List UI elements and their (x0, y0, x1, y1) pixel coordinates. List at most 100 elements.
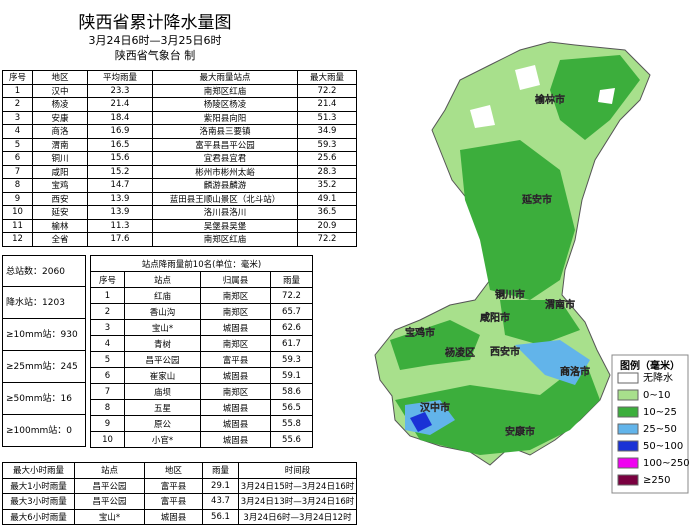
cell: 最大3小时雨量 (2, 493, 75, 510)
cell: 56.1 (202, 508, 239, 525)
cell: 3月24日13时—3月24日16时 (238, 493, 357, 510)
row: 10 延安 13.9 洛川县洛川 36.5 (2, 205, 357, 220)
cell: 昌平公园 (74, 493, 145, 510)
stat: 总站数：2060 (2, 255, 86, 287)
cell: 蓝田县王顺山景区（北斗站） (152, 191, 298, 206)
stat-value: 245 (60, 362, 78, 372)
legend-label: 无降水 (643, 371, 673, 384)
cell: 城固县 (200, 367, 271, 384)
legend-swatch (617, 389, 639, 401)
stat-label: ≥10mm站： (6, 330, 61, 340)
table-title: 站点降雨量前10名(单位：毫米) (89, 255, 314, 272)
cell: 11.3 (87, 218, 153, 233)
header-row: 序号 地区 平均雨量 最大雨量站点 最大雨量 (2, 70, 357, 85)
legend-swatch (617, 406, 639, 418)
header-row: 序号 站点 归属县 雨量 (90, 271, 314, 288)
cell: 最大6小时雨量 (2, 508, 75, 525)
cell: 麟游县麟游 (152, 178, 298, 193)
cell: 商洛 (32, 124, 88, 139)
stat: ≥25mm站：245 (2, 351, 86, 383)
row: 6 铜川 15.6 宜君县宜君 25.6 (2, 151, 357, 166)
cell: 安康 (32, 110, 88, 125)
rain-10-25 (390, 55, 640, 455)
cell: 11 (2, 218, 33, 233)
cell: 9 (2, 191, 33, 206)
row: 5 渭南 16.5 富平县昌平公园 59.3 (2, 137, 357, 152)
header-cell: 最大雨量站点 (152, 70, 298, 85)
header-cell: 站点 (74, 462, 145, 479)
row: 2 香山沟 南郑区 65.7 (90, 303, 314, 320)
cell: 9 (90, 415, 125, 432)
cell: 6 (90, 367, 125, 384)
cell: 五星 (124, 399, 201, 416)
row: 7 庙坝 南郑区 58.6 (90, 383, 314, 400)
cell: 72.2 (297, 232, 357, 247)
cell: 昌平公园 (124, 351, 201, 368)
rain-50-100 (410, 412, 432, 432)
cell: 7 (2, 164, 33, 179)
stat-label: 总站数： (6, 267, 43, 277)
row: 3 宝山* 城固县 62.6 (90, 319, 314, 336)
cell: 36.5 (297, 205, 357, 220)
cell: 10 (90, 431, 125, 448)
legend-label: 25~50 (643, 424, 677, 435)
header-cell: 序号 (90, 271, 125, 288)
row: 4 青树 南郑区 61.7 (90, 335, 314, 352)
cell: 宜君县宜君 (152, 151, 298, 166)
cell: 杨凌 (32, 97, 88, 112)
cell: 51.3 (297, 110, 357, 125)
title: 陕西省累计降水量图 (78, 13, 232, 33)
cell: 61.7 (269, 335, 314, 352)
cell: 城固县 (200, 399, 271, 416)
cell: 7 (90, 383, 125, 400)
row: 8 宝鸡 14.7 麟游县麟游 35.2 (2, 178, 357, 193)
cell: 1 (2, 83, 33, 98)
cell: 18.4 (87, 110, 153, 125)
header-cell: 归属县 (200, 271, 271, 288)
city-label: 榆林市 (535, 93, 565, 106)
header-cell: 序号 (2, 70, 33, 85)
issuer: 陕西省气象台 制 (114, 49, 196, 62)
legend-swatch (617, 457, 639, 469)
row: 最大1小时雨量 昌平公园 富平县 29.1 3月24日15时—3月24日16时 (2, 477, 357, 494)
cell: 35.2 (297, 178, 357, 193)
cell: 16.9 (87, 124, 153, 139)
stat: ≥10mm站：930 (2, 319, 86, 351)
cell: 16.5 (87, 137, 153, 152)
row: 1 汉中 23.3 南郑区红庙 72.2 (2, 83, 357, 98)
stat: ≥50mm站：16 (2, 383, 86, 415)
legend-swatch (617, 372, 639, 384)
legend-label: ≥250 (643, 475, 670, 486)
city-label: 渭南市 (545, 298, 575, 311)
cell: 庙坝 (124, 383, 201, 400)
cell: 南郑区 (200, 287, 271, 304)
row: 1 红庙 南郑区 72.2 (90, 287, 314, 304)
row: 12 全省 17.6 南郑区红庙 72.2 (2, 232, 357, 247)
cell: 吴堡县吴堡 (152, 218, 298, 233)
cell: 富平县 (144, 477, 203, 494)
cell: 富平县昌平公园 (152, 137, 298, 152)
row: 2 杨凌 21.4 杨陵区杨凌 21.4 (2, 97, 357, 112)
header-cell: 最大雨量 (297, 70, 357, 85)
row: 5 昌平公园 富平县 59.3 (90, 351, 314, 368)
legend-label: 0~10 (643, 390, 670, 401)
legend-swatch (617, 474, 639, 486)
header-cell: 最大小时雨量 (2, 462, 75, 479)
top10-table: 站点降雨量前10名(单位：毫米) 序号 站点 归属县 雨量 1 红庙 南郑区 72.2 2 香山沟南… (89, 255, 314, 448)
legend-label: 100~250 (643, 458, 690, 469)
row: 4 商洛 16.9 洛南县三要镇 34.9 (2, 124, 357, 139)
cell: 2 (90, 303, 125, 320)
cell: 2 (2, 97, 33, 112)
cell: 62.6 (269, 319, 314, 336)
cell: 南郑区红庙 (152, 232, 298, 247)
header-row: 最大小时雨量 站点 地区 雨量 时间段 (2, 462, 357, 479)
stat-label: ≥50mm站： (6, 394, 61, 404)
cell: 渭南 (32, 137, 88, 152)
header-cell: 雨量 (202, 462, 239, 479)
city-label: 宝鸡市 (405, 326, 435, 339)
cell: 青树 (124, 335, 201, 352)
cell: 72.2 (269, 287, 314, 304)
cell: 25.6 (297, 151, 357, 166)
city-label: 咸阳市 (480, 311, 510, 324)
cell: 西安 (32, 191, 88, 206)
